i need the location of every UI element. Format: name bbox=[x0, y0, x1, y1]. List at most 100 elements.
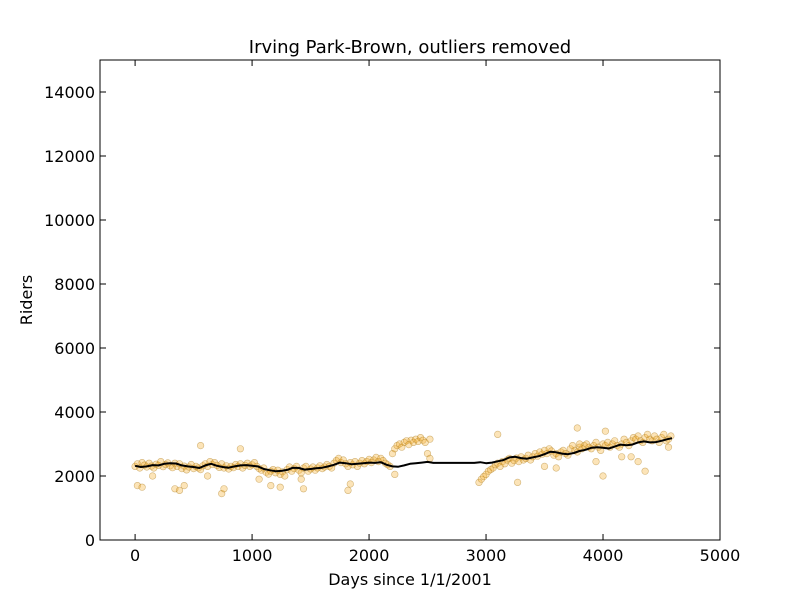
scatter-point bbox=[344, 486, 352, 495]
scatter-point bbox=[412, 435, 420, 443]
scatter-point bbox=[346, 480, 354, 488]
scatter-point bbox=[372, 453, 380, 462]
scatter-point bbox=[416, 434, 425, 442]
trend-line bbox=[134, 437, 673, 473]
scatter-point bbox=[641, 467, 649, 475]
scatter-point bbox=[409, 438, 418, 447]
x-tick-label: 5000 bbox=[700, 546, 741, 565]
scatter-point bbox=[407, 436, 415, 444]
scatter-point bbox=[552, 464, 560, 472]
scatter-point bbox=[660, 430, 668, 439]
scatter-point bbox=[133, 482, 141, 490]
scatter-point bbox=[634, 458, 642, 466]
scatter-point bbox=[400, 438, 408, 447]
scatter-point bbox=[566, 445, 574, 453]
scatter-point bbox=[643, 430, 652, 439]
scatter-point bbox=[650, 432, 659, 440]
y-tick-label: 2000 bbox=[54, 467, 95, 486]
scatter-point bbox=[611, 437, 619, 445]
scatter-point bbox=[419, 436, 427, 444]
scatter-point bbox=[582, 440, 591, 448]
scatter-point bbox=[592, 458, 600, 466]
x-tick-label: 0 bbox=[130, 546, 140, 565]
scatter-point bbox=[414, 437, 422, 446]
y-tick-label: 6000 bbox=[54, 339, 95, 358]
scatter-point bbox=[405, 441, 413, 449]
scatter-point bbox=[402, 437, 411, 445]
scatter-point bbox=[477, 475, 486, 483]
x-tick-label: 3000 bbox=[466, 546, 507, 565]
scatter-point bbox=[267, 482, 275, 490]
y-axis: 0 2000 4000 6000 8000 10000 12000 14000 bbox=[44, 83, 720, 550]
scatter-point bbox=[276, 483, 284, 491]
scatter-point bbox=[236, 445, 244, 453]
scatter-point bbox=[299, 485, 308, 493]
y-tick-label: 12000 bbox=[44, 147, 95, 166]
scatter-point bbox=[580, 442, 588, 450]
scatter-point bbox=[388, 450, 397, 458]
scatter-point bbox=[138, 483, 146, 491]
scatter-point bbox=[604, 438, 612, 447]
scatter-point bbox=[297, 475, 305, 483]
x-axis-label: Days since 1/1/2001 bbox=[328, 570, 492, 589]
x-axis: 0 1000 2000 3000 4000 5000 bbox=[130, 60, 740, 565]
scatter-point bbox=[255, 475, 263, 483]
y-tick-label: 8000 bbox=[54, 275, 95, 294]
scatter-point bbox=[592, 438, 600, 447]
scatter-point bbox=[480, 473, 488, 481]
scatter-point bbox=[197, 442, 205, 450]
scatter-point bbox=[494, 430, 502, 439]
y-tick-label: 14000 bbox=[44, 83, 95, 102]
scatter-point bbox=[423, 450, 432, 458]
x-tick-label: 2000 bbox=[349, 546, 390, 565]
scatter-point bbox=[573, 424, 581, 432]
scatter-point bbox=[168, 464, 177, 472]
scatter-point bbox=[629, 434, 638, 442]
scatter-point bbox=[618, 453, 626, 461]
scatter-point bbox=[484, 467, 493, 475]
scatter-point bbox=[180, 482, 188, 490]
y-tick-label: 4000 bbox=[54, 403, 95, 422]
scatter-point bbox=[426, 454, 434, 463]
scatter-point bbox=[393, 442, 401, 450]
plot-area bbox=[99, 59, 721, 541]
scatter-point bbox=[540, 462, 549, 471]
scatter-point bbox=[220, 485, 228, 493]
scatter-point bbox=[627, 453, 635, 461]
trend-line-layer bbox=[134, 437, 673, 473]
scatter-point bbox=[508, 459, 516, 467]
scatter-point bbox=[487, 466, 495, 474]
x-tick-label: 1000 bbox=[232, 546, 273, 565]
scatter-point bbox=[575, 440, 584, 448]
y-axis-label: Riders bbox=[17, 275, 36, 325]
scatter-point bbox=[496, 462, 504, 471]
scatter-point bbox=[421, 438, 429, 447]
scatter-point bbox=[489, 464, 497, 472]
scatter-point bbox=[568, 442, 577, 450]
y-tick-label: 0 bbox=[85, 531, 95, 550]
scatter-point bbox=[398, 443, 406, 451]
x-tick-label: 4000 bbox=[583, 546, 624, 565]
scatter-point bbox=[218, 490, 226, 498]
scatter-point bbox=[475, 478, 483, 487]
scatter-point bbox=[204, 472, 212, 480]
scatter-point bbox=[335, 454, 343, 463]
scatter-point bbox=[391, 470, 399, 479]
chart-title: Irving Park-Brown, outliers removed bbox=[249, 37, 571, 58]
y-tick-label: 10000 bbox=[44, 211, 95, 230]
scatter-point bbox=[513, 478, 522, 487]
scatter-point bbox=[281, 472, 289, 480]
scatter-point bbox=[601, 427, 610, 435]
scatter-point bbox=[149, 472, 157, 480]
scatter-point bbox=[599, 472, 607, 480]
scatter-point bbox=[391, 445, 399, 453]
scatter-point bbox=[482, 470, 490, 479]
scatter-point bbox=[664, 443, 673, 451]
scatter-point bbox=[426, 435, 434, 443]
scatter-point bbox=[634, 432, 642, 440]
scatter-point bbox=[395, 440, 404, 448]
scatter-point bbox=[175, 486, 184, 495]
scatter-point bbox=[620, 435, 628, 443]
scatter-point bbox=[171, 485, 179, 493]
